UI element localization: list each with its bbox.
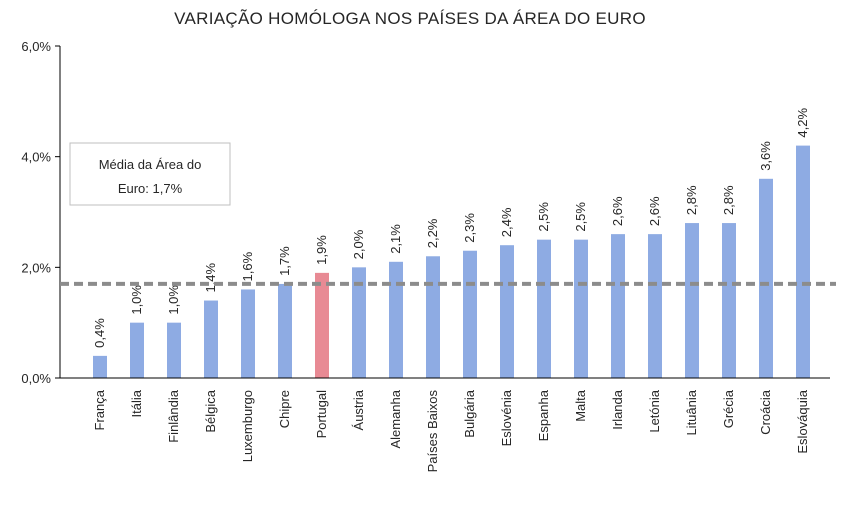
bar-0 xyxy=(93,355,107,378)
data-label-16: 2,8% xyxy=(684,185,699,215)
bar-7 xyxy=(352,267,366,378)
bar-12 xyxy=(537,239,551,378)
category-label-4: Luxemburgo xyxy=(240,390,255,462)
data-label-12: 2,5% xyxy=(536,202,551,232)
category-label-6: Portugal xyxy=(314,390,329,439)
category-label-17: Grécia xyxy=(721,389,736,428)
data-label-3: 1,4% xyxy=(203,262,218,292)
data-label-19: 4,2% xyxy=(795,108,810,138)
category-label-14: Irlanda xyxy=(610,389,625,430)
category-label-2: Finlândia xyxy=(166,389,181,443)
category-label-19: Eslováquia xyxy=(795,389,810,453)
data-label-4: 1,6% xyxy=(240,251,255,281)
bar-1 xyxy=(130,322,144,378)
data-label-5: 1,7% xyxy=(277,246,292,276)
y-tick-label: 6,0% xyxy=(21,39,51,54)
data-label-0: 0,4% xyxy=(92,318,107,348)
y-axis: 0,0% 2,0% 4,0% 6,0% xyxy=(21,39,61,386)
data-label-6: 1,9% xyxy=(314,235,329,265)
bar-13 xyxy=(574,239,588,378)
bar-6 xyxy=(315,272,329,378)
data-label-2: 1,0% xyxy=(166,285,181,315)
data-label-18: 3,6% xyxy=(758,141,773,171)
category-labels: França Itália Finlândia Bélgica Luxemburgo Ch… xyxy=(60,377,830,473)
bar-10 xyxy=(463,250,477,378)
average-annotation-box xyxy=(69,142,231,206)
bar-5 xyxy=(278,283,292,378)
data-label-13: 2,5% xyxy=(573,202,588,232)
bar-4 xyxy=(241,289,255,378)
y-tick-label: 0,0% xyxy=(21,371,51,386)
data-label-14: 2,6% xyxy=(610,196,625,226)
category-label-15: Letónia xyxy=(647,389,662,432)
bar-16 xyxy=(685,223,699,378)
category-label-18: Croácia xyxy=(758,389,773,435)
average-annotation-line1: Média da Área do xyxy=(99,157,202,172)
bar-2 xyxy=(167,322,181,378)
data-label-17: 2,8% xyxy=(721,185,736,215)
data-label-15: 2,6% xyxy=(647,196,662,226)
y-tick-label: 2,0% xyxy=(21,260,51,275)
bar-9 xyxy=(426,256,440,378)
average-annotation-line2: Euro: 1,7% xyxy=(118,181,183,196)
category-label-16: Lituânia xyxy=(684,389,699,435)
bar-19 xyxy=(796,145,810,378)
category-label-1: Itália xyxy=(129,389,144,417)
data-label-1: 1,0% xyxy=(129,285,144,315)
category-label-12: Espanha xyxy=(536,389,551,441)
y-tick-label: 4,0% xyxy=(21,150,51,165)
bar-14 xyxy=(611,234,625,378)
bar-18 xyxy=(759,178,773,378)
category-label-13: Malta xyxy=(573,389,588,422)
category-label-8: Alemanha xyxy=(388,389,403,448)
data-label-10: 2,3% xyxy=(462,213,477,243)
category-label-0: França xyxy=(92,389,107,430)
bar-3 xyxy=(204,300,218,378)
category-label-11: Eslovénia xyxy=(499,389,514,446)
bar-11 xyxy=(500,245,514,378)
category-label-7: Áustria xyxy=(351,389,366,430)
category-label-5: Chipre xyxy=(277,390,292,428)
data-label-9: 2,2% xyxy=(425,218,440,248)
category-label-10: Bulgária xyxy=(462,389,477,437)
data-label-8: 2,1% xyxy=(388,224,403,254)
data-label-7: 2,0% xyxy=(351,229,366,259)
bar-15 xyxy=(648,234,662,378)
bar-8 xyxy=(389,261,403,378)
category-label-9: Países Baixos xyxy=(425,390,440,473)
average-reference: Média da Área do Euro: 1,7% xyxy=(60,142,836,286)
category-label-3: Bélgica xyxy=(203,389,218,432)
data-label-11: 2,4% xyxy=(499,207,514,237)
bar-17 xyxy=(722,223,736,378)
chart-title: VARIAÇÃO HOMÓLOGA NOS PAÍSES DA ÁREA DO … xyxy=(174,9,646,28)
